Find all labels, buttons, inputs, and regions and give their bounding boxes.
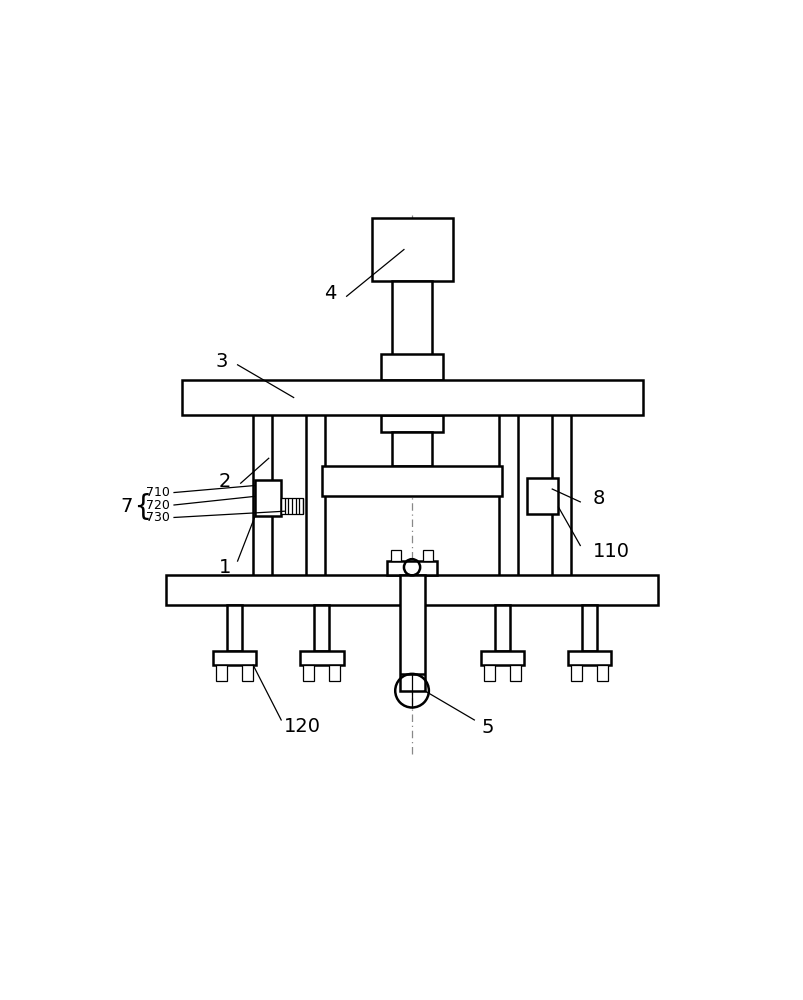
Bar xyxy=(165,575,658,605)
Text: 720: 720 xyxy=(146,499,170,512)
Text: 110: 110 xyxy=(592,542,629,561)
Text: 710: 710 xyxy=(146,486,170,499)
Bar xyxy=(391,432,432,466)
Bar xyxy=(567,651,611,665)
Text: 5: 5 xyxy=(481,718,494,737)
Bar xyxy=(597,665,608,681)
Bar xyxy=(381,415,442,432)
Text: {: { xyxy=(134,493,151,521)
Bar xyxy=(321,466,502,496)
Bar xyxy=(480,651,524,665)
Bar xyxy=(181,380,642,415)
Bar xyxy=(495,605,509,651)
Bar xyxy=(381,354,442,380)
Bar xyxy=(255,480,281,516)
Bar xyxy=(328,665,340,681)
Bar xyxy=(391,550,401,561)
Bar xyxy=(570,665,581,681)
Bar xyxy=(212,651,256,665)
Bar xyxy=(422,550,432,561)
Bar xyxy=(314,605,328,651)
Bar xyxy=(399,575,424,691)
Text: 120: 120 xyxy=(284,717,321,736)
Bar xyxy=(303,665,314,681)
Text: 730: 730 xyxy=(146,511,170,524)
Bar xyxy=(581,605,597,651)
Bar xyxy=(527,478,558,514)
Bar xyxy=(509,665,520,681)
Bar xyxy=(242,665,253,681)
Text: 1: 1 xyxy=(218,558,231,577)
Bar xyxy=(300,651,343,665)
Text: 2: 2 xyxy=(218,472,231,491)
Bar xyxy=(371,218,452,281)
Text: 7: 7 xyxy=(120,497,132,516)
Bar xyxy=(387,561,437,575)
Text: 3: 3 xyxy=(215,352,228,371)
Text: 4: 4 xyxy=(324,284,336,303)
Bar xyxy=(226,605,242,651)
Bar xyxy=(483,665,495,681)
Bar xyxy=(281,498,303,514)
Bar xyxy=(215,665,226,681)
Bar xyxy=(391,281,432,362)
Text: 8: 8 xyxy=(592,489,605,508)
